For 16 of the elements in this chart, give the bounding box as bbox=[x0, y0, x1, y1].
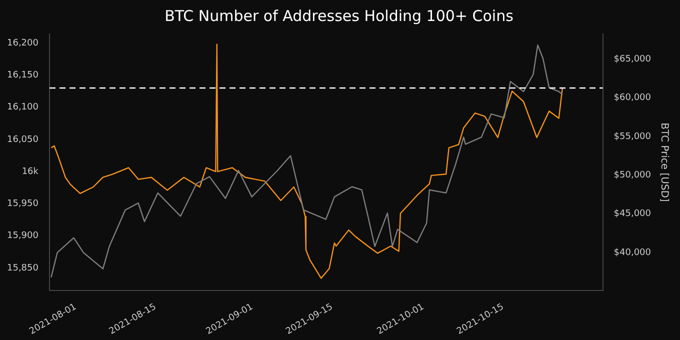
y2-tick-label: $65,000 bbox=[614, 54, 652, 64]
y-tick-label: 15,900 bbox=[6, 231, 39, 242]
y-tick-label: 15,850 bbox=[6, 263, 39, 274]
y-tick-label: 16,100 bbox=[6, 102, 39, 113]
y2-tick-label: $45,000 bbox=[614, 209, 652, 220]
y-tick-label: 16,050 bbox=[6, 134, 39, 145]
y2-axis-title: BTC Price [USD] bbox=[658, 122, 670, 202]
y-tick-label: 16,150 bbox=[6, 70, 39, 80]
chart-title: BTC Number of Addresses Holding 100+ Coins bbox=[164, 6, 514, 25]
y-tick-label: 16k bbox=[22, 166, 40, 177]
y-tick-label: 16,200 bbox=[6, 38, 39, 48]
y2-tick-label: $40,000 bbox=[614, 248, 652, 258]
y-tick-label: 15,950 bbox=[6, 199, 39, 210]
y2-tick-label: $50,000 bbox=[614, 170, 652, 180]
y2-tick-label: $60,000 bbox=[614, 93, 652, 104]
y2-tick-label: $55,000 bbox=[614, 132, 652, 142]
